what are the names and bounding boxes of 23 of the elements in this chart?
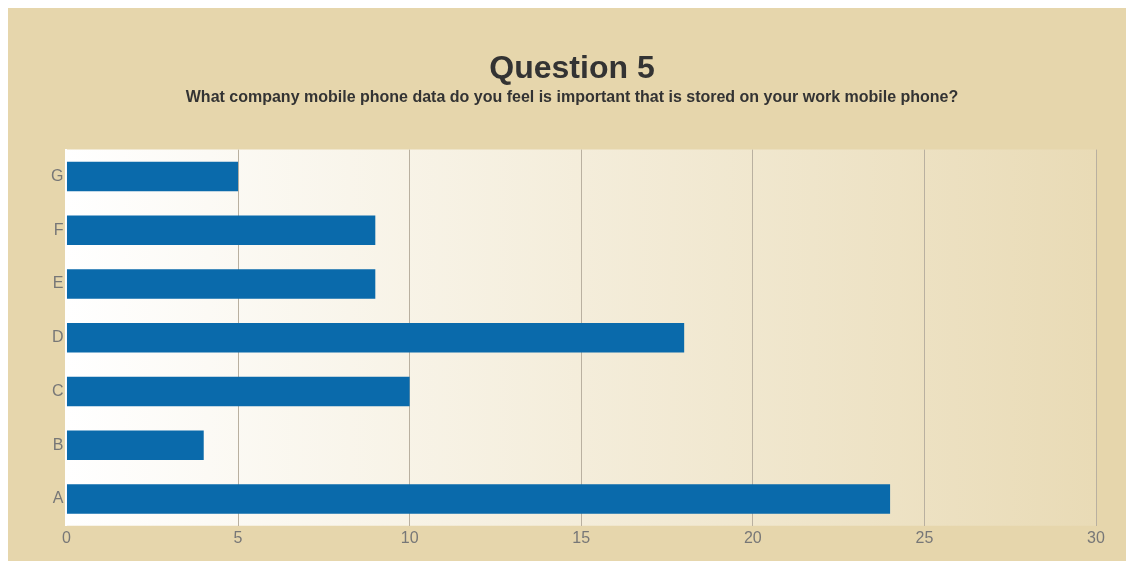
y-tick-label: A [52, 489, 64, 507]
bar [66, 269, 376, 299]
x-tick-label: 30 [1087, 528, 1105, 546]
y-tick-label: E [52, 274, 64, 292]
chart-subtitle: What company mobile phone data do you feel is important that is stored on your work mobile phone? [185, 88, 959, 106]
bar [66, 161, 239, 192]
bar [66, 215, 376, 245]
x-tick-label: 5 [233, 528, 243, 546]
x-tick-label: 0 [61, 528, 71, 546]
bar [66, 376, 410, 407]
x-tick-label: 25 [915, 528, 934, 546]
bar [66, 322, 685, 353]
y-tick-label: B [52, 435, 64, 453]
x-tick-label: 20 [743, 528, 762, 546]
bar [66, 430, 204, 460]
x-tick-label: 10 [400, 528, 419, 546]
x-tick-label: 15 [572, 528, 591, 546]
y-tick-label: D [51, 328, 64, 346]
y-tick-label: G [50, 166, 64, 184]
y-tick-label: C [51, 381, 64, 399]
chart-title: Question 5 [489, 49, 655, 86]
y-tick-label: F [53, 220, 64, 238]
bar [66, 484, 891, 514]
